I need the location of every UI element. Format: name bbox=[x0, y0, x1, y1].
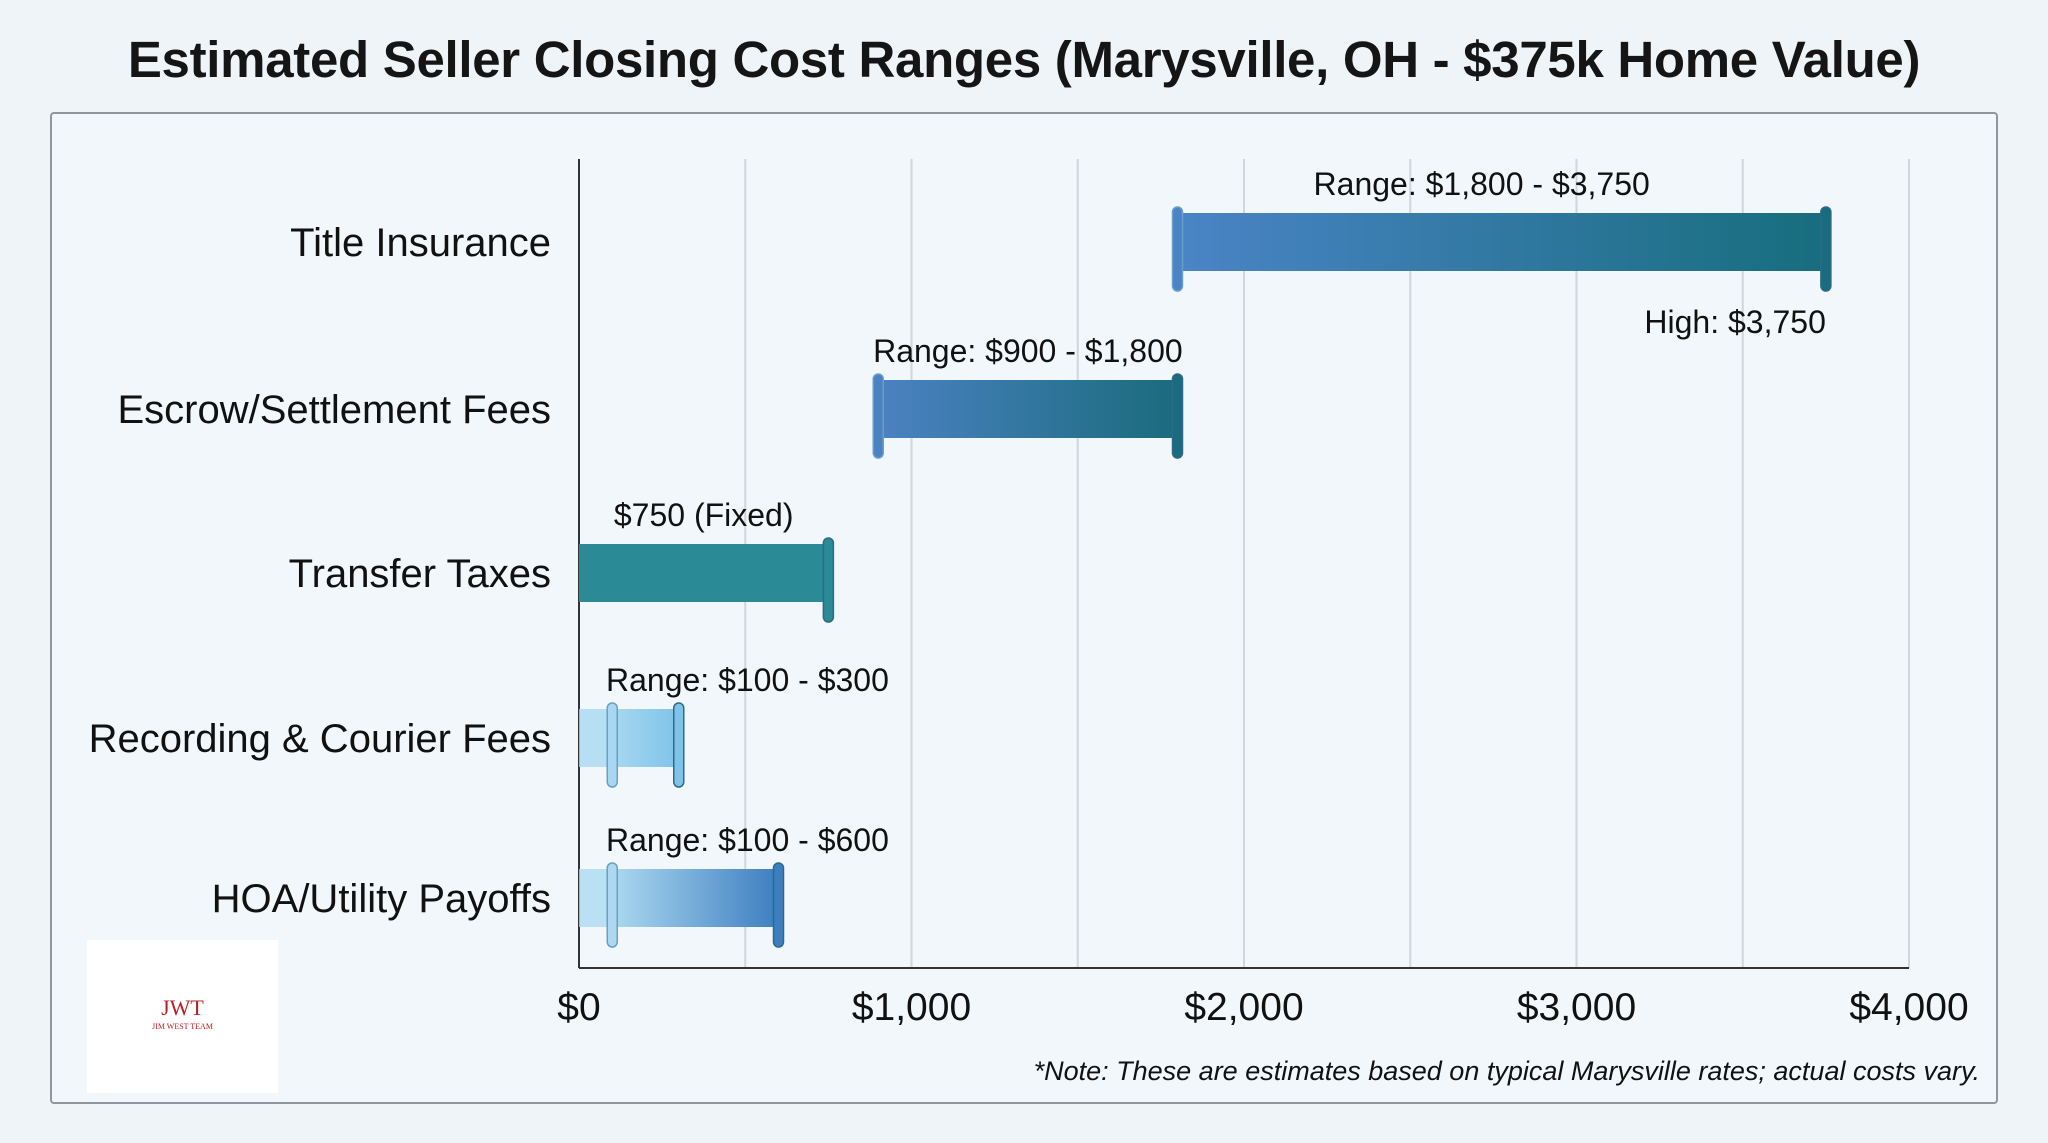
range-high-cap bbox=[673, 702, 685, 788]
x-tick-label: $4,000 bbox=[1849, 986, 1968, 1029]
chart-panel bbox=[50, 112, 1998, 1104]
range-high-cap bbox=[822, 537, 835, 623]
range-low-cap bbox=[1171, 206, 1184, 292]
x-tick-label: $1,000 bbox=[852, 986, 971, 1029]
logo: JWT JIM WEST TEAM bbox=[87, 940, 278, 1093]
range-bar bbox=[878, 380, 1178, 438]
logo-mark: JWT bbox=[161, 995, 204, 1020]
logo-team-name: JIM WEST TEAM bbox=[152, 1022, 213, 1031]
range-low-cap bbox=[872, 373, 884, 459]
data-label: Range: $900 - $1,800 bbox=[873, 333, 1183, 369]
chart-note: *Note: These are estimates based on typi… bbox=[1033, 1056, 1980, 1086]
range-bar bbox=[612, 709, 679, 767]
category-label: Transfer Taxes bbox=[289, 552, 551, 596]
data-label: Range: $100 - $600 bbox=[606, 822, 889, 858]
range-bar bbox=[579, 544, 829, 602]
range-low-cap bbox=[606, 702, 618, 788]
range-bar bbox=[612, 869, 779, 927]
data-label: Range: $1,800 - $3,750 bbox=[1314, 166, 1650, 202]
range-high-cap bbox=[772, 862, 785, 948]
x-tick-label: $2,000 bbox=[1184, 986, 1303, 1029]
category-label: Title Insurance bbox=[290, 221, 551, 265]
chart-title: Estimated Seller Closing Cost Ranges (Ma… bbox=[127, 31, 1921, 88]
x-tick-label: $0 bbox=[557, 986, 600, 1029]
category-label: Recording & Courier Fees bbox=[89, 717, 551, 761]
range-high-cap bbox=[1820, 206, 1832, 292]
range-low-cap bbox=[606, 862, 618, 948]
category-label: HOA/Utility Payoffs bbox=[212, 877, 551, 921]
range-bar bbox=[1177, 213, 1826, 271]
x-tick-label: $3,000 bbox=[1517, 986, 1636, 1029]
data-label: $750 (Fixed) bbox=[614, 497, 794, 533]
data-label-high: High: $3,750 bbox=[1644, 304, 1825, 340]
category-label: Escrow/Settlement Fees bbox=[118, 388, 552, 432]
range-high-cap bbox=[1171, 373, 1184, 459]
data-label: Range: $100 - $300 bbox=[606, 662, 889, 698]
